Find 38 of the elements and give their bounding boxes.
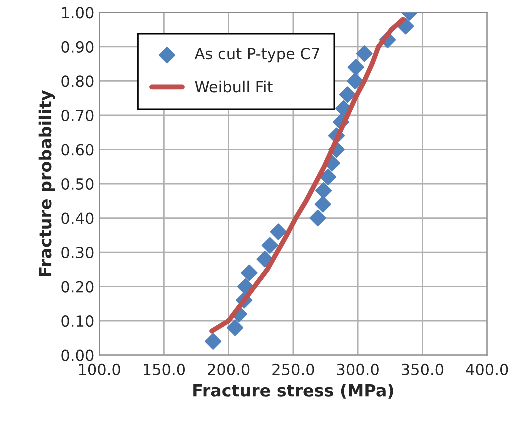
y-tick-label: 0.10 [62,316,94,328]
legend-label: Weibull Fit [195,80,273,93]
y-tick-label: 0.50 [62,178,94,190]
y-tick-label: 0.90 [62,41,94,53]
y-tick-label: 0.60 [62,144,94,156]
point [226,320,244,336]
point [314,196,332,213]
point [316,182,332,200]
x-tick-label: 100.0 [79,364,120,376]
x-tick-label: 250.0 [272,364,314,376]
y-tick-label: 0.40 [62,212,94,224]
point [347,72,364,90]
point [262,237,278,254]
y-tick-label: 1.00 [62,7,94,19]
x-tick-label: 200.0 [208,364,250,376]
x-tick-label: 300.0 [337,364,379,376]
point [320,168,337,186]
y-tick-label: 0.70 [62,110,94,122]
point [310,210,326,227]
point [241,264,258,282]
point [348,59,364,76]
point [256,251,274,268]
x-tick-label: 150.0 [144,364,186,376]
x-tick-label: 350.0 [402,364,444,376]
point [356,46,373,62]
x-axis-title: Fracture stress (MPa) [194,384,394,399]
y-tick-label: 0.00 [62,350,94,362]
point [205,333,222,350]
x-tick-label: 400.0 [466,364,508,376]
y-tick-label: 0.20 [62,281,94,293]
point [398,18,414,35]
point [339,86,356,104]
point [270,224,287,240]
point [237,278,254,296]
y-axis-title: Fracture probability [38,90,56,276]
legend-label: As cut P-type C7 [194,48,320,63]
y-tick-label: 0.80 [62,76,94,88]
y-tick-label: 0.30 [62,246,94,259]
